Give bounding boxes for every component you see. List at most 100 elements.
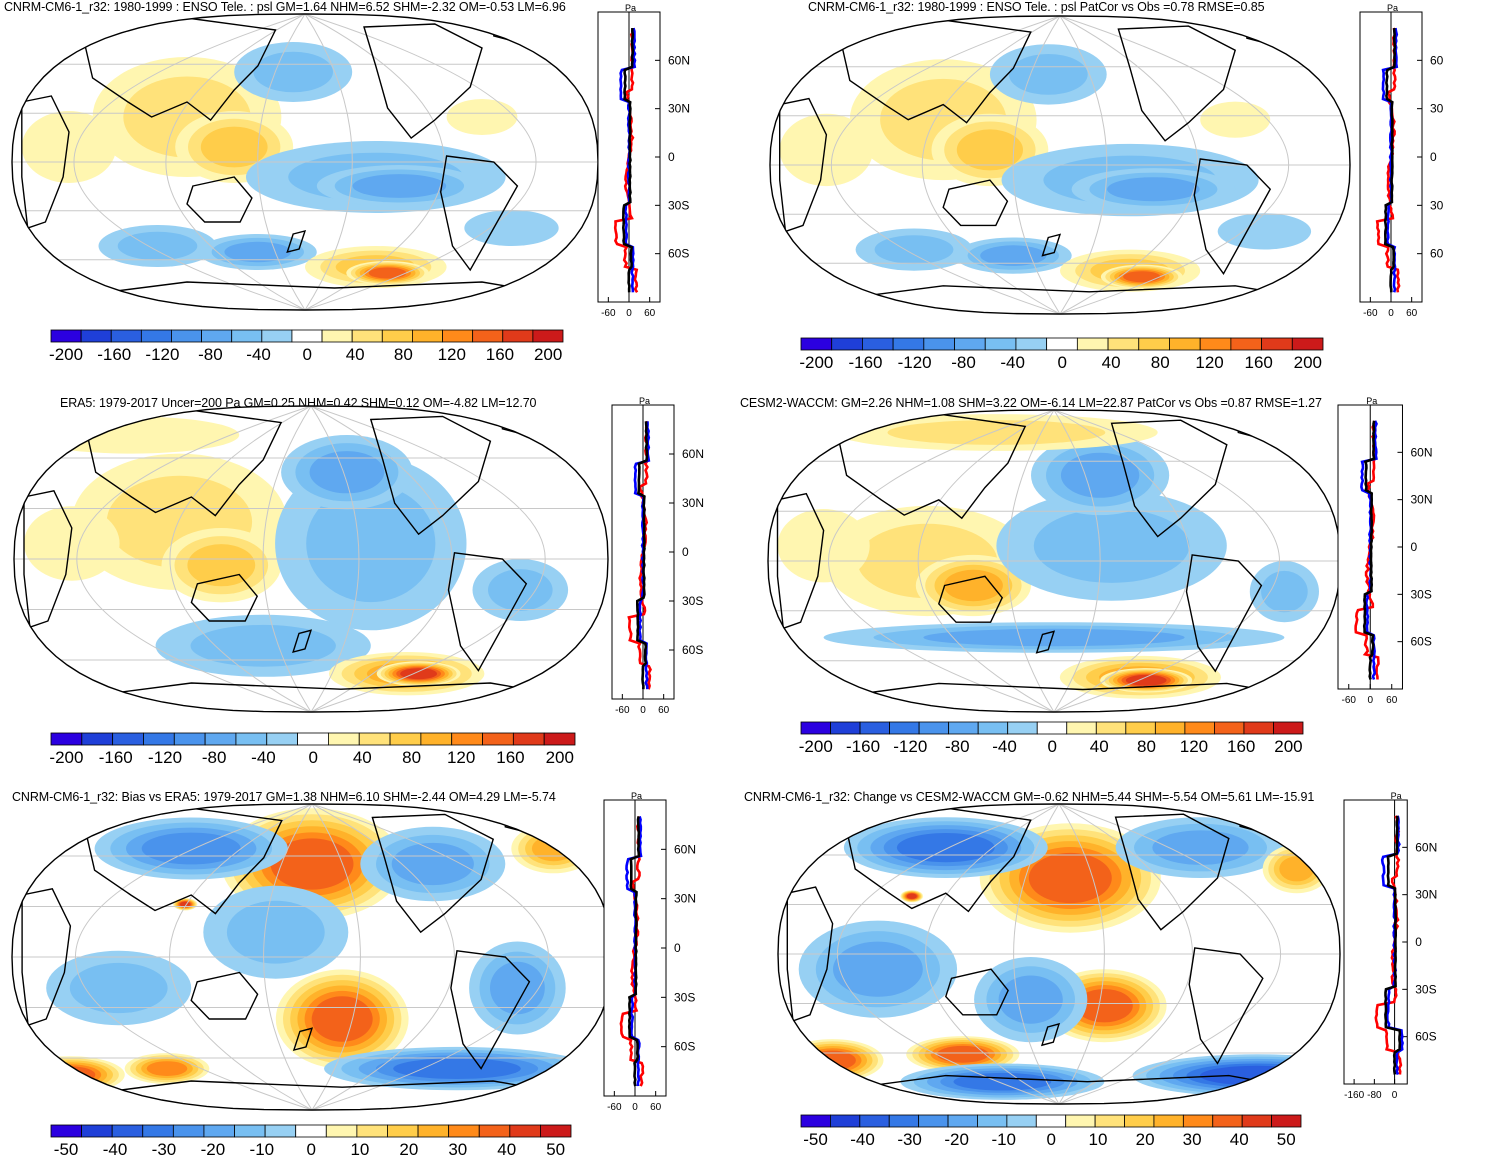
colorbar-swatch [800,1114,831,1128]
colorbar-swatch [984,337,1017,351]
field-contour [464,210,559,246]
field-contour [21,111,117,183]
profile-lat-tick-label: 60S [1410,635,1431,649]
field-contour [1107,177,1200,202]
profile-lat-tick-label: 60 [1430,247,1444,261]
colorbar-swatch [478,1124,511,1138]
colorbar-swatch [923,337,955,351]
field-contour [117,231,198,261]
profile-lat-tick-label: 30S [682,594,703,608]
colorbar-swatch [1241,1114,1272,1128]
colorbar-swatch [1154,721,1186,735]
continent-outline [68,281,571,310]
continent-outline [843,807,1032,913]
colorbar-swatch [1182,1114,1214,1128]
field-contour [779,113,874,187]
colorbar-swatch [859,1114,890,1128]
field-contour [1008,54,1088,95]
colorbar-tick-label: -40 [992,737,1017,756]
colorbar-swatch [143,732,175,746]
colorbar-tick-label: 0 [302,345,312,364]
profile-lat-tick-label: 30 [1430,198,1444,212]
field-contour [1060,452,1140,498]
colorbar-swatch [800,337,833,351]
zonal-mean-profile: Pa -60 0 60 60N 30N 0 30S 60S [611,397,704,716]
continent-outline [776,492,825,630]
colorbar-swatch [482,732,514,746]
field-contour [887,420,1106,445]
field-contour [998,975,1063,1024]
continent-outline [292,629,313,653]
field-contour [1123,271,1161,283]
colorbar-swatch [830,1114,861,1128]
field-contour [956,129,1023,171]
colorbar-swatch [1271,1114,1302,1128]
continent-outline [1114,813,1230,931]
colorbar-swatch [859,721,890,735]
continent-outline [1040,1022,1061,1047]
field-contour [393,1058,521,1079]
colorbar-swatch [81,1124,113,1138]
colorbar-swatch [420,732,453,746]
colorbar-swatch [977,1114,1008,1128]
continent-outline [71,682,581,712]
colorbar-swatch [889,721,920,735]
colorbar-swatch [201,329,233,343]
colorbar-swatch [412,329,443,343]
colorbar-swatch [1199,337,1232,351]
colorbar-tick-label: 20 [1135,1130,1155,1149]
field-contour [923,628,1185,647]
field-contour [1075,989,1133,1023]
colorbar-tick-label: 0 [308,748,318,767]
colorbar-tick-label: 0 [1057,353,1067,372]
colorbar-tick-label: 50 [1276,1130,1296,1149]
profile-lat-tick-label: 30S [1415,982,1436,996]
profile-x-tick-label: 0 [632,1102,638,1113]
profile-unit-label: Pa [625,4,636,13]
map-border [777,803,1341,1105]
colorbar-tick-label: -50 [53,1140,79,1159]
zonal-mean-profile: Pa -60 0 60 60N 30N 0 30S 60S [1337,397,1432,706]
colorbar [50,1124,572,1138]
continent-outline [21,95,70,229]
field-contour [1028,852,1112,904]
field-contour [906,893,917,899]
colorbar-swatch [234,1124,266,1138]
profile-lat-tick-label: 30 [1430,102,1444,116]
field-contour [943,569,1003,602]
colorbar-swatch [356,1124,388,1138]
field-contour [391,842,474,886]
field-contour [24,416,240,454]
profile-unit-label: Pa [631,792,642,801]
colorbar-tick-label: 200 [533,345,563,364]
colorbar-swatch [111,1124,144,1138]
profile-lat-tick-label: 30S [674,990,695,1004]
continent-outline [439,155,519,272]
colorbar-swatch [81,732,114,746]
colorbar-tick-label: -40 [102,1140,128,1159]
profile-lat-tick-label: 30N [1415,888,1437,902]
graticule [768,410,1340,712]
colorbar-tick-label: -10 [991,1130,1017,1149]
colorbar-swatch [171,329,202,343]
colorbar-tick-label: -80 [951,353,976,372]
colorbar-tick-label: -80 [198,345,223,364]
colorbar-swatch [351,329,383,343]
colorbar-swatch [1291,337,1324,351]
colorbar-swatch [266,732,298,746]
profile-curve [636,421,649,690]
field-contour [69,962,168,1014]
profile-unit-label: Pa [639,397,650,406]
profile-x-tick-label: -60 [607,1102,622,1113]
profile-lat-tick-label: 30S [668,198,689,212]
profile-x-tick-label: 0 [1392,1090,1398,1101]
colorbar-swatch [264,1124,297,1138]
colorbar-swatch [325,1124,358,1138]
map-plot [11,13,599,311]
continent-outline [70,1080,584,1110]
colorbar-tick-label: 80 [402,748,422,767]
colorbar-swatch [387,1124,419,1138]
colorbar-swatch [918,1114,949,1128]
colorbar-tick-label: -120 [893,737,928,756]
graticule [12,804,612,1110]
